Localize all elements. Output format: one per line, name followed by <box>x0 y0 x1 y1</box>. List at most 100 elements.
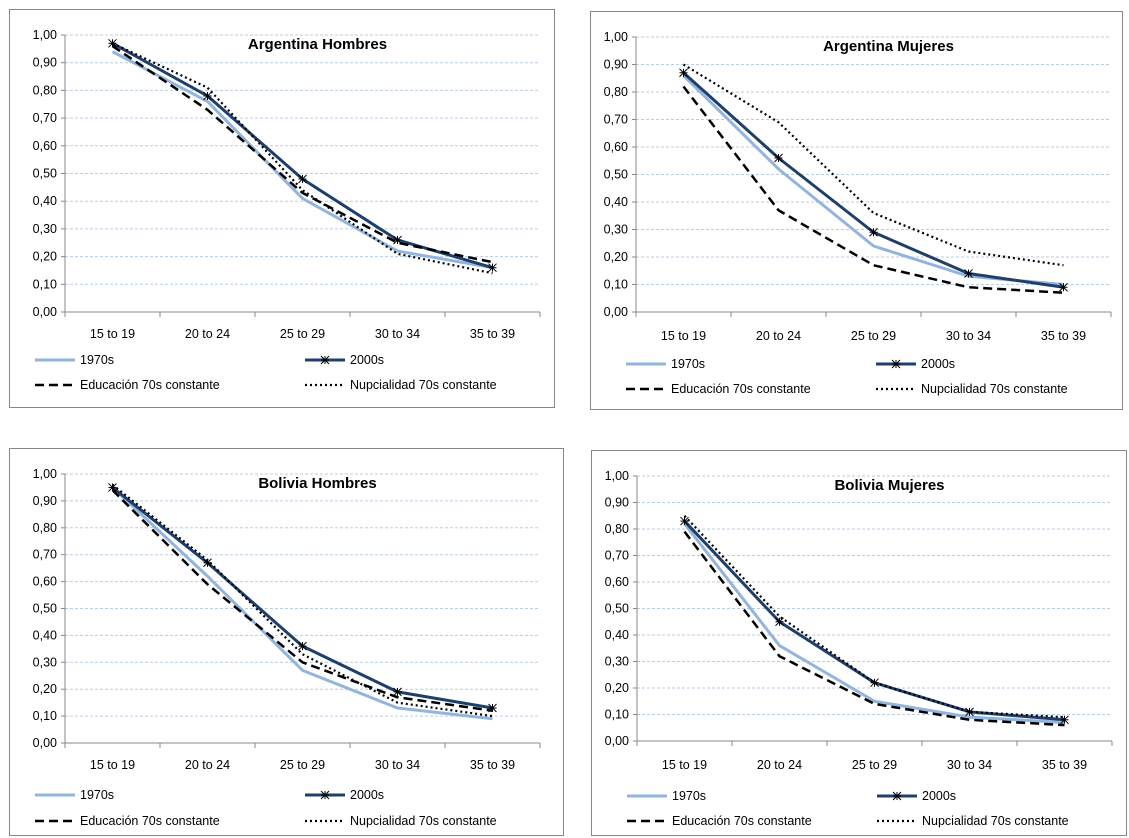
legend-item-2000s: 2000s <box>877 789 956 803</box>
x-tick-label: 30 to 34 <box>946 329 991 343</box>
legend-label: 2000s <box>350 353 384 367</box>
x-tick-label: 15 to 19 <box>90 327 135 341</box>
series-line-educacion <box>683 530 1065 727</box>
legend-item-2000s: 2000s <box>876 357 955 371</box>
y-tick-label: 0,20 <box>33 250 57 264</box>
y-tick-label: 1,00 <box>33 28 57 42</box>
y-tick-label: 0,90 <box>605 496 629 510</box>
series-line-2000s <box>682 71 1064 289</box>
data-point-marker <box>775 617 784 627</box>
series-line-1970s <box>111 486 493 721</box>
series-line-nupcialidad <box>683 514 1065 719</box>
legend-label: 2000s <box>350 788 384 802</box>
chart-svg: 0,00 0,10 0,20 0,30 0,40 0,50 0,60 0,70 0,80 0,90… <box>604 30 1112 396</box>
y-tick-label: 0,80 <box>605 522 629 536</box>
legend-label: 1970s <box>80 353 114 367</box>
data-point-marker <box>108 483 117 492</box>
x-tick-label: 20 to 24 <box>756 329 801 343</box>
legend-label: Nupcialidad 70s constante <box>350 814 497 828</box>
y-tick-label: 0,00 <box>605 734 629 748</box>
chart-title: Argentina Hombres <box>248 36 387 53</box>
y-tick-label: 0,10 <box>604 278 628 292</box>
data-point-marker <box>298 174 307 184</box>
y-tick-label: 0,20 <box>605 681 629 695</box>
y-tick-label: 0,10 <box>33 277 57 291</box>
legend-label: 1970s <box>672 789 706 803</box>
legend-item-1970s: 1970s <box>627 789 706 803</box>
x-tick-label: 25 to 29 <box>851 329 896 343</box>
data-point-marker <box>869 227 878 237</box>
chart-panel-bolivia-mujeres: 0,00 0,10 0,20 0,30 0,40 0,50 0,60 0,70 0,80 0,90… <box>591 450 1127 836</box>
legend-item-educacion: Educación 70s constante <box>626 382 811 396</box>
x-tick-label: 30 to 34 <box>375 327 420 341</box>
data-point-marker <box>393 687 402 697</box>
y-tick-label: 0,90 <box>33 56 57 70</box>
data-point-marker <box>774 153 783 163</box>
y-tick-label: 0,90 <box>604 58 628 72</box>
chart-title: Bolivia Mujeres <box>834 477 944 494</box>
x-tick-label: 30 to 34 <box>375 758 420 772</box>
y-tick-label: 0,40 <box>604 195 628 209</box>
legend-marker <box>891 359 901 369</box>
legend-label: Educación 70s constante <box>671 382 811 396</box>
x-tick-label: 25 to 29 <box>280 758 325 772</box>
legend-label: Nupcialidad 70s constante <box>922 814 1069 828</box>
legend-item-nupcialidad: Nupcialidad 70s constante <box>305 814 497 828</box>
y-tick-label: 0,50 <box>33 602 57 616</box>
y-tick-label: 0,00 <box>33 736 57 750</box>
y-tick-label: 0,30 <box>605 655 629 669</box>
y-tick-label: 0,70 <box>33 111 57 125</box>
legend-marker <box>892 791 902 801</box>
y-tick-label: 0,80 <box>33 521 57 535</box>
series-line-1970s <box>683 522 1065 724</box>
x-tick-label: 20 to 24 <box>757 758 802 772</box>
x-tick-label: 35 to 39 <box>1041 329 1086 343</box>
legend-marker <box>320 355 330 365</box>
data-point-marker <box>298 641 307 651</box>
legend-item-educacion: Educación 70s constante <box>35 378 220 392</box>
data-point-marker <box>964 269 973 278</box>
legend-item-nupcialidad: Nupcialidad 70s constante <box>305 378 497 392</box>
y-tick-label: 0,50 <box>33 167 57 181</box>
legend-item-1970s: 1970s <box>35 788 114 802</box>
series-line-1970s <box>111 50 493 270</box>
chart-svg: 0,00 0,10 0,20 0,30 0,40 0,50 0,60 0,70 0,80 0,90… <box>605 469 1113 828</box>
legend-label: 1970s <box>671 357 705 371</box>
legend-item-nupcialidad: Nupcialidad 70s constante <box>877 814 1069 828</box>
x-tick-label: 35 to 39 <box>470 758 515 772</box>
series-line-nupcialidad <box>111 483 493 718</box>
legend-label: Nupcialidad 70s constante <box>350 378 497 392</box>
y-tick-label: 0,60 <box>33 575 57 589</box>
legend-item-2000s: 2000s <box>305 788 384 802</box>
y-tick-label: 0,50 <box>605 602 629 616</box>
chart-title: Bolivia Hombres <box>258 475 376 492</box>
y-tick-label: 0,10 <box>33 709 57 723</box>
series-line-educacion <box>111 489 493 712</box>
legend-item-1970s: 1970s <box>626 357 705 371</box>
chart-panel-argentina-hombres: 0,00 0,10 0,20 0,30 0,40 0,50 0,60 0,70 0,80 0,90… <box>9 9 555 408</box>
y-tick-label: 0,60 <box>604 140 628 154</box>
y-tick-label: 0,00 <box>33 305 57 319</box>
y-tick-label: 0,00 <box>604 305 628 319</box>
x-tick-label: 25 to 29 <box>280 327 325 341</box>
y-tick-label: 0,80 <box>604 85 628 99</box>
legend-label: Educación 70s constante <box>672 814 812 828</box>
y-tick-label: 0,70 <box>604 113 628 127</box>
data-point-marker <box>488 263 497 273</box>
legend-item-educacion: Educación 70s constante <box>627 814 812 828</box>
y-tick-label: 0,70 <box>33 548 57 562</box>
series-line-2000s <box>111 486 493 710</box>
legend-label: 2000s <box>921 357 955 371</box>
y-tick-label: 0,90 <box>33 494 57 508</box>
x-tick-label: 35 to 39 <box>470 327 515 341</box>
data-point-marker <box>680 516 689 526</box>
legend-label: Educación 70s constante <box>80 378 220 392</box>
x-tick-label: 15 to 19 <box>90 758 135 772</box>
series-line-1970s <box>682 74 1064 286</box>
y-tick-label: 0,80 <box>33 83 57 97</box>
y-tick-label: 0,30 <box>604 223 628 237</box>
x-tick-label: 15 to 19 <box>662 758 707 772</box>
y-tick-label: 0,60 <box>605 575 629 589</box>
y-tick-label: 0,40 <box>33 194 57 208</box>
series-line-educacion <box>682 85 1064 294</box>
